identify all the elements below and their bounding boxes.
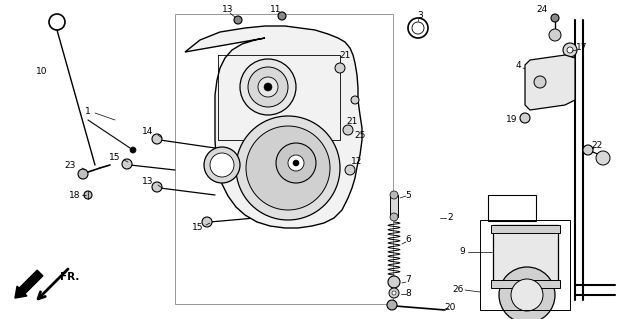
Text: 13: 13 <box>142 177 154 187</box>
Text: 18: 18 <box>69 190 81 199</box>
Text: 22: 22 <box>591 140 603 150</box>
Circle shape <box>499 267 555 319</box>
Circle shape <box>583 145 593 155</box>
Bar <box>488 195 536 221</box>
Circle shape <box>345 165 355 175</box>
Circle shape <box>264 83 272 91</box>
Text: 21: 21 <box>346 117 358 127</box>
Text: 11: 11 <box>270 4 282 13</box>
Circle shape <box>343 125 353 135</box>
Circle shape <box>335 63 345 73</box>
Circle shape <box>387 300 397 310</box>
Text: FR.: FR. <box>60 272 79 282</box>
Text: 25: 25 <box>355 130 365 139</box>
Text: 4: 4 <box>515 61 521 70</box>
Circle shape <box>234 16 242 24</box>
Circle shape <box>511 279 543 311</box>
Circle shape <box>278 12 286 20</box>
Text: 3: 3 <box>417 11 423 19</box>
Text: 12: 12 <box>351 158 363 167</box>
Text: 8: 8 <box>405 288 411 298</box>
Circle shape <box>210 153 234 177</box>
Circle shape <box>202 217 212 227</box>
Circle shape <box>152 134 162 144</box>
Text: 16: 16 <box>207 153 219 162</box>
Text: 1: 1 <box>85 108 91 116</box>
Text: 15: 15 <box>192 224 204 233</box>
Circle shape <box>563 43 577 57</box>
Circle shape <box>551 14 559 22</box>
Text: 7: 7 <box>405 276 411 285</box>
Text: 26: 26 <box>452 286 464 294</box>
Circle shape <box>152 182 162 192</box>
Circle shape <box>246 126 330 210</box>
Text: 15: 15 <box>109 153 121 162</box>
Bar <box>175 14 393 304</box>
Circle shape <box>567 47 573 53</box>
Circle shape <box>392 291 396 295</box>
Circle shape <box>293 160 299 166</box>
Circle shape <box>596 151 610 165</box>
Text: 2: 2 <box>447 213 453 222</box>
Circle shape <box>78 169 88 179</box>
Circle shape <box>122 159 132 169</box>
Text: E-14: E-14 <box>500 203 524 213</box>
Text: 6: 6 <box>405 235 411 244</box>
Circle shape <box>204 147 240 183</box>
Circle shape <box>388 276 400 288</box>
Text: 17: 17 <box>576 43 588 53</box>
Text: 5: 5 <box>405 190 411 199</box>
Bar <box>390 195 398 217</box>
Text: 14: 14 <box>142 128 154 137</box>
Circle shape <box>390 191 398 199</box>
Text: 13: 13 <box>222 4 234 13</box>
Text: 19: 19 <box>506 115 518 124</box>
Circle shape <box>390 213 398 221</box>
FancyArrow shape <box>15 270 43 298</box>
Circle shape <box>248 67 288 107</box>
Bar <box>491 225 560 233</box>
Circle shape <box>534 76 546 88</box>
Circle shape <box>389 288 399 298</box>
Text: 24: 24 <box>536 5 548 14</box>
Text: 20: 20 <box>444 303 456 313</box>
Circle shape <box>240 59 296 115</box>
Circle shape <box>288 155 304 171</box>
Circle shape <box>130 147 136 153</box>
Polygon shape <box>525 55 575 110</box>
Polygon shape <box>185 26 362 228</box>
Circle shape <box>236 116 340 220</box>
Circle shape <box>276 143 316 183</box>
Text: 21: 21 <box>339 50 351 60</box>
Circle shape <box>258 77 278 97</box>
Circle shape <box>351 96 359 104</box>
Bar <box>493 225 558 285</box>
Circle shape <box>520 113 530 123</box>
Text: 10: 10 <box>36 68 48 77</box>
Bar <box>480 220 570 310</box>
Text: 9: 9 <box>459 248 465 256</box>
Bar <box>491 280 560 288</box>
Circle shape <box>84 191 92 199</box>
Circle shape <box>549 29 561 41</box>
Text: 23: 23 <box>64 160 76 169</box>
